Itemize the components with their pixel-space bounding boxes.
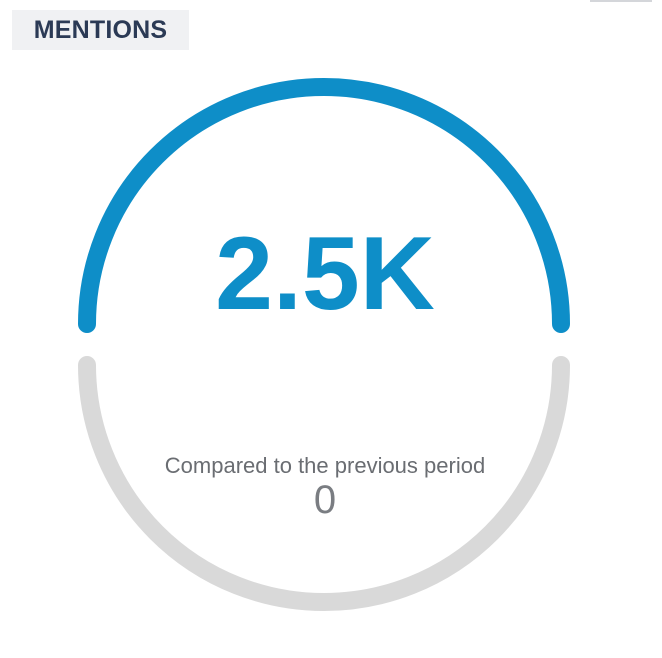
compare-label: Compared to the previous period: [164, 453, 486, 478]
gauge-value-arc: [78, 78, 570, 333]
widget-title: MENTIONS: [33, 15, 168, 44]
top-right-divider: [590, 0, 652, 2]
compare-value: 0: [313, 478, 337, 522]
mentions-value: 2.5K: [215, 216, 435, 332]
gauge-track-arc: [78, 356, 570, 611]
widget-title-tag: MENTIONS: [12, 10, 189, 50]
